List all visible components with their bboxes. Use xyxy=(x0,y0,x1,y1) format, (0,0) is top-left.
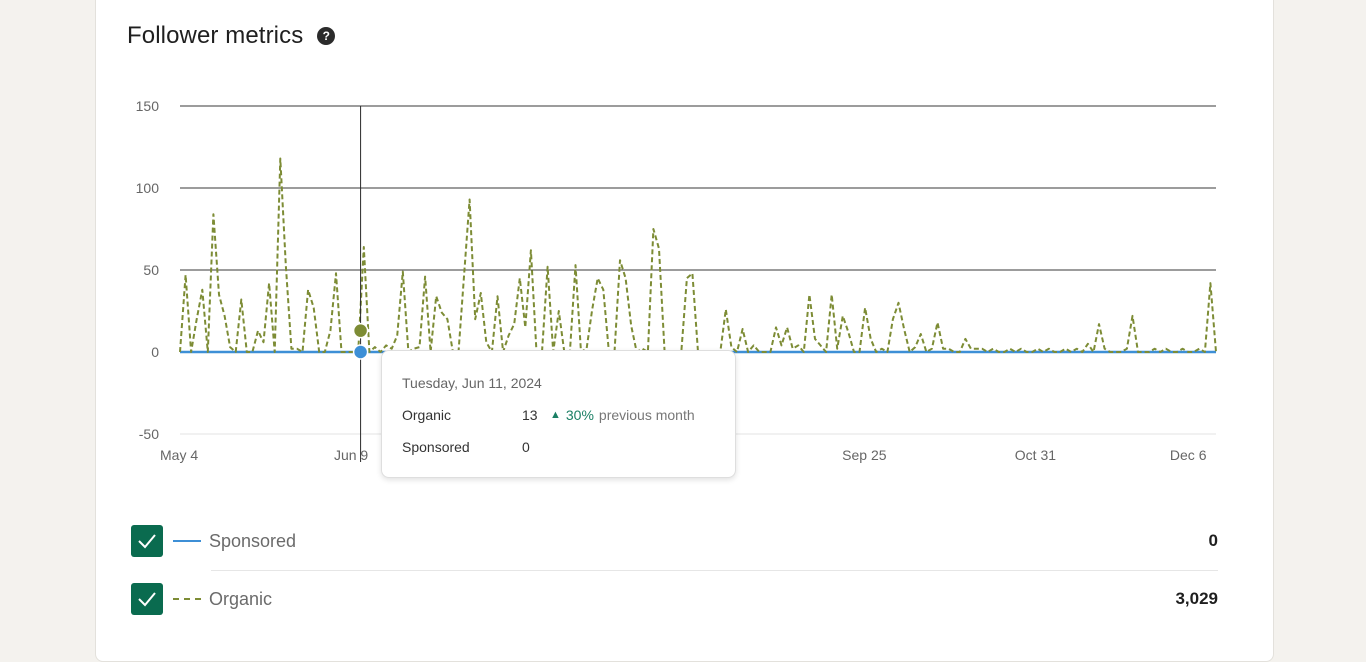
x-tick-label: Dec 6 xyxy=(1170,447,1207,463)
tooltip-change: 30% xyxy=(565,407,594,423)
legend-divider xyxy=(211,570,1218,571)
x-tick-label: Jun 9 xyxy=(334,447,368,463)
y-tick-label: 50 xyxy=(143,262,159,278)
series-line-organic xyxy=(179,157,1217,353)
triangle-up-icon: ▲ xyxy=(550,409,561,421)
card-header: Follower metrics ? xyxy=(127,22,336,50)
tooltip-row-organic: Organic 13 ▲ 30% previous month xyxy=(402,407,695,423)
tooltip-label: Organic xyxy=(402,407,452,423)
x-tick-label: Sep 25 xyxy=(842,447,887,463)
y-tick-label: -50 xyxy=(139,426,159,442)
y-tick-label: 100 xyxy=(136,180,160,196)
tooltip-label: Sponsored xyxy=(402,439,470,455)
tooltip-change-suffix: previous month xyxy=(598,407,695,423)
tooltip-value: 13 xyxy=(522,407,538,423)
hover-point-organic xyxy=(352,322,369,339)
tooltip-date: Tuesday, Jun 11, 2024 xyxy=(402,375,542,391)
tooltip-value: 0 xyxy=(522,439,530,455)
tooltip-row-sponsored: Sponsored 0 xyxy=(402,439,548,455)
solid-line-swatch xyxy=(173,540,201,542)
legend-item-organic[interactable]: Organic 3,029 xyxy=(131,582,1218,616)
y-tick-label: 150 xyxy=(136,98,160,114)
y-tick-label: 0 xyxy=(151,344,159,360)
chart-tooltip: Tuesday, Jun 11, 2024 Organic 13 ▲ 30% p… xyxy=(381,350,736,478)
x-tick-label: Oct 31 xyxy=(1015,447,1056,463)
organic-checkbox[interactable] xyxy=(131,583,163,615)
follower-metrics-card xyxy=(95,0,1274,662)
checkmark-icon xyxy=(138,534,156,549)
legend-label: Sponsored xyxy=(209,530,297,551)
x-axis-labels: May 4 Jun 9 Sep 25 Oct 31 Dec 6 xyxy=(160,447,1207,463)
y-axis-labels: 150 100 50 0 -50 xyxy=(136,98,160,442)
help-circle-icon[interactable]: ? xyxy=(317,27,336,45)
legend-label: Organic xyxy=(209,588,273,609)
legend-total: 3,029 xyxy=(1175,589,1218,608)
hover-indicator xyxy=(352,106,369,462)
dashed-line-swatch xyxy=(173,598,201,600)
sponsored-checkbox[interactable] xyxy=(131,525,163,557)
card-title: Follower metrics xyxy=(127,22,304,49)
hover-point-sponsored xyxy=(352,344,369,360)
legend-item-sponsored[interactable]: Sponsored 0 xyxy=(131,524,1218,558)
legend-total: 0 xyxy=(1208,531,1218,550)
checkmark-icon xyxy=(138,592,156,607)
x-tick-label: May 4 xyxy=(160,447,198,463)
